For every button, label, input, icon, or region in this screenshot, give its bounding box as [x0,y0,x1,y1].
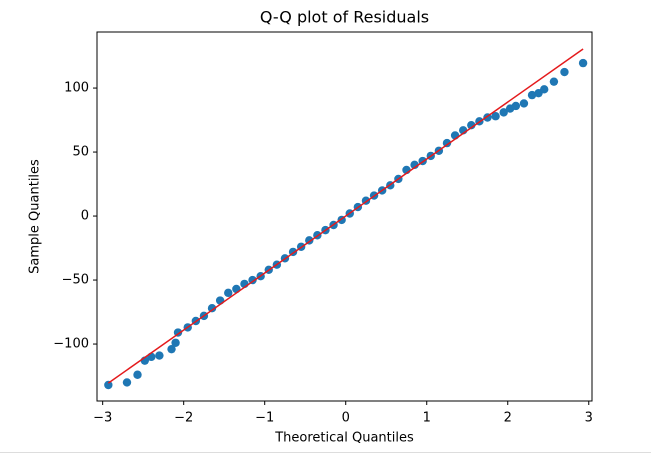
point [133,370,142,379]
chart-title: Q-Q plot of Residuals [260,8,429,27]
point [560,67,569,77]
x-tick-label: −3 [93,411,112,426]
point [549,77,559,86]
reference-line [107,48,584,384]
point [104,380,113,390]
point [232,284,241,294]
x-tick-label: 2 [504,411,512,426]
point [122,378,132,387]
point [578,58,588,68]
y-tick-label: −50 [62,273,89,288]
x-tick-label: 3 [585,411,593,426]
x-tick-label: −2 [174,411,193,426]
y-tick-label: −100 [53,337,89,352]
y-axis-label: Sample Quantiles [28,159,43,274]
point [467,120,476,130]
point [224,288,233,298]
point [207,304,217,313]
point [147,352,156,362]
point [248,275,257,285]
point [215,296,225,305]
x-tick-label: −1 [255,411,274,426]
point [511,101,521,111]
x-tick-label: 1 [423,411,431,426]
point [519,99,529,108]
point [167,344,176,354]
x-axis-label: Theoretical Quantiles [274,431,414,446]
point [171,338,180,347]
point [527,90,537,100]
point [540,85,549,94]
y-tick-label: 0 [81,209,89,224]
y-tick-label: 100 [64,81,89,96]
y-tick-label: 50 [72,145,89,160]
point [491,112,500,121]
x-tick-label: 0 [342,411,350,426]
point [442,138,452,148]
point [499,108,508,117]
point [155,351,164,360]
